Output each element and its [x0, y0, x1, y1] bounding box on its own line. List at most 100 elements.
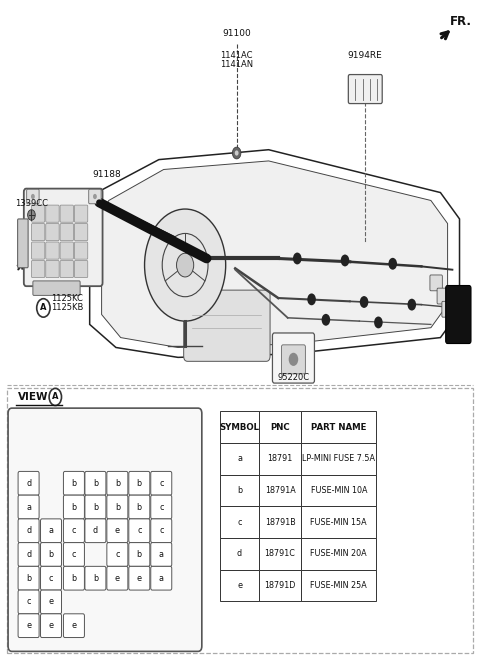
FancyBboxPatch shape — [63, 495, 84, 519]
Text: PART NAME: PART NAME — [311, 423, 366, 432]
FancyBboxPatch shape — [85, 471, 106, 495]
Text: 1339CC: 1339CC — [15, 199, 48, 208]
Text: b: b — [93, 479, 98, 488]
Text: c: c — [159, 502, 164, 512]
FancyBboxPatch shape — [281, 345, 305, 374]
Text: e: e — [115, 526, 120, 536]
Text: FUSE-MIN 25A: FUSE-MIN 25A — [311, 581, 367, 590]
FancyBboxPatch shape — [85, 567, 106, 590]
FancyBboxPatch shape — [18, 219, 28, 267]
FancyBboxPatch shape — [40, 543, 61, 567]
Bar — [259, 569, 301, 601]
FancyBboxPatch shape — [18, 567, 39, 590]
FancyBboxPatch shape — [151, 567, 172, 590]
Text: b: b — [237, 486, 242, 495]
Text: b: b — [93, 502, 98, 512]
Text: FR.: FR. — [449, 15, 471, 28]
Text: A: A — [52, 393, 59, 401]
Text: FUSE-MIN 10A: FUSE-MIN 10A — [311, 486, 367, 495]
Text: 95220C: 95220C — [277, 373, 310, 382]
FancyBboxPatch shape — [273, 333, 314, 383]
FancyBboxPatch shape — [129, 567, 150, 590]
FancyBboxPatch shape — [46, 242, 59, 259]
Text: 91188: 91188 — [92, 170, 121, 179]
FancyBboxPatch shape — [74, 260, 88, 277]
Bar — [220, 538, 259, 569]
FancyBboxPatch shape — [18, 519, 39, 543]
Circle shape — [232, 147, 241, 159]
FancyBboxPatch shape — [107, 519, 128, 543]
FancyBboxPatch shape — [60, 205, 73, 222]
FancyBboxPatch shape — [74, 242, 88, 259]
Text: b: b — [137, 550, 142, 559]
Circle shape — [307, 293, 316, 305]
Circle shape — [341, 254, 349, 266]
Text: c: c — [72, 526, 76, 536]
FancyBboxPatch shape — [32, 242, 45, 259]
FancyBboxPatch shape — [74, 205, 88, 222]
Text: b: b — [115, 502, 120, 512]
Text: SYMBOL: SYMBOL — [219, 423, 260, 432]
FancyBboxPatch shape — [63, 543, 84, 567]
FancyBboxPatch shape — [151, 543, 172, 567]
Bar — [259, 538, 301, 569]
Text: c: c — [159, 479, 164, 488]
Text: 18791: 18791 — [267, 454, 293, 463]
Text: c: c — [26, 597, 31, 606]
FancyBboxPatch shape — [442, 301, 454, 317]
FancyBboxPatch shape — [63, 471, 84, 495]
FancyBboxPatch shape — [60, 224, 73, 241]
Text: c: c — [115, 550, 120, 559]
Text: e: e — [48, 621, 54, 630]
FancyBboxPatch shape — [46, 260, 59, 277]
Text: c: c — [237, 518, 242, 527]
Bar — [259, 411, 301, 443]
Text: 1141AN: 1141AN — [220, 60, 253, 69]
Text: a: a — [237, 454, 242, 463]
FancyBboxPatch shape — [18, 590, 39, 614]
Text: 18791D: 18791D — [264, 581, 296, 590]
Text: b: b — [115, 479, 120, 488]
Text: c: c — [137, 526, 142, 536]
Text: e: e — [48, 597, 54, 606]
Circle shape — [360, 296, 368, 308]
Circle shape — [374, 316, 383, 328]
FancyBboxPatch shape — [18, 543, 39, 567]
FancyBboxPatch shape — [107, 567, 128, 590]
Text: b: b — [72, 479, 76, 488]
Circle shape — [288, 353, 298, 366]
Bar — [259, 475, 301, 506]
Text: e: e — [26, 621, 31, 630]
Text: PNC: PNC — [270, 423, 290, 432]
Text: 18791A: 18791A — [264, 486, 296, 495]
FancyBboxPatch shape — [18, 614, 39, 638]
Text: b: b — [72, 574, 76, 583]
Text: e: e — [115, 574, 120, 583]
Text: FUSE-MIN 15A: FUSE-MIN 15A — [311, 518, 367, 527]
FancyBboxPatch shape — [63, 519, 84, 543]
Text: LP-MINI FUSE 7.5A: LP-MINI FUSE 7.5A — [302, 454, 375, 463]
Text: a: a — [159, 550, 164, 559]
FancyBboxPatch shape — [46, 224, 59, 241]
FancyBboxPatch shape — [184, 290, 270, 361]
Circle shape — [322, 314, 330, 326]
FancyBboxPatch shape — [89, 189, 101, 204]
FancyBboxPatch shape — [40, 590, 61, 614]
FancyBboxPatch shape — [129, 471, 150, 495]
FancyBboxPatch shape — [63, 567, 84, 590]
FancyBboxPatch shape — [151, 519, 172, 543]
FancyBboxPatch shape — [107, 471, 128, 495]
FancyBboxPatch shape — [129, 519, 150, 543]
Text: 91100: 91100 — [222, 28, 251, 38]
FancyBboxPatch shape — [32, 260, 45, 277]
Text: e: e — [72, 621, 76, 630]
Text: 18791C: 18791C — [264, 549, 296, 558]
FancyBboxPatch shape — [151, 471, 172, 495]
Text: e: e — [237, 581, 242, 590]
Text: b: b — [93, 574, 98, 583]
FancyBboxPatch shape — [8, 408, 202, 651]
Bar — [301, 475, 376, 506]
Text: c: c — [49, 574, 53, 583]
FancyBboxPatch shape — [33, 281, 80, 295]
Bar — [220, 569, 259, 601]
